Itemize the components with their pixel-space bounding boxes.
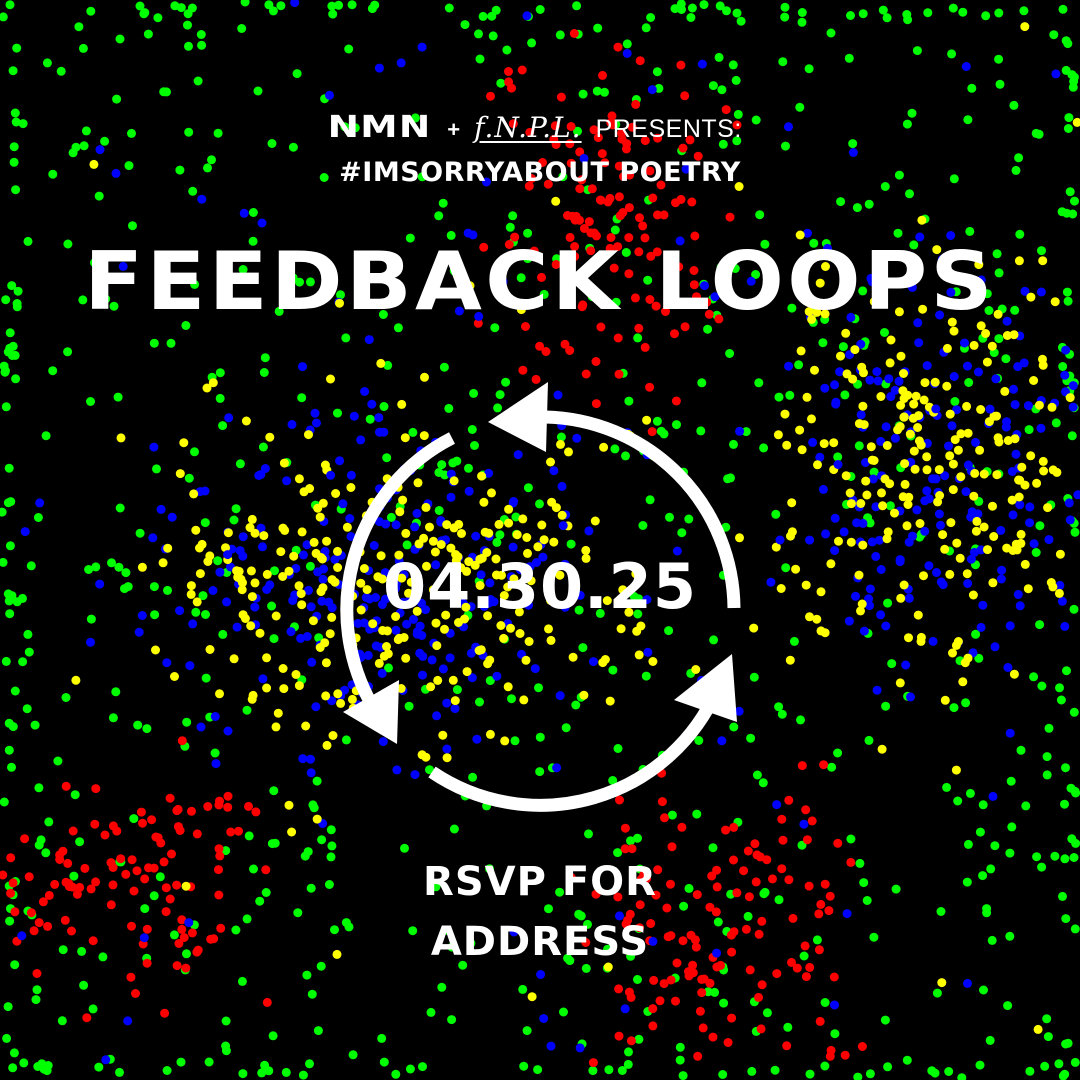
- presents-label: PRESENTS:: [595, 115, 742, 143]
- event-title: FEEDBACK LOOPS: [84, 235, 996, 328]
- rsvp-line-1: RSVP FOR: [423, 859, 657, 905]
- series-hashtag: #IMSORRYABOUT POETRY: [339, 157, 741, 188]
- plus-sign: +: [447, 117, 461, 142]
- presenters-line: NMN + f.N.P.L. PRESENTS:: [0, 110, 1080, 150]
- nmn-logo: NMN: [327, 110, 432, 145]
- rsvp-line-2: ADDRESS: [430, 919, 650, 965]
- event-date: 04.30.25: [383, 550, 697, 623]
- fnpl-logo: f.N.P.L.: [474, 111, 582, 144]
